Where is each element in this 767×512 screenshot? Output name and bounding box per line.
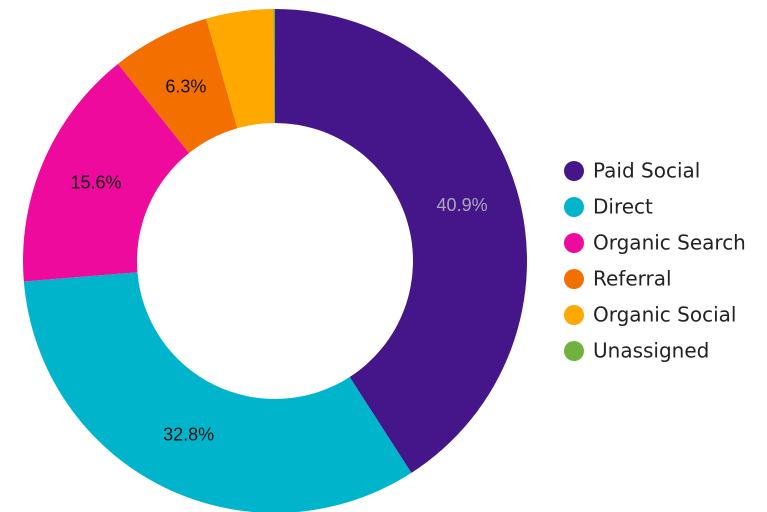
legend-swatch: [564, 305, 584, 325]
legend-swatch: [564, 161, 584, 181]
legend-label: Direct: [593, 195, 653, 219]
slice-label: 15.6%: [71, 172, 122, 192]
legend-label: Paid Social: [593, 159, 700, 183]
legend-label: Referral: [593, 267, 672, 291]
slice-label: 40.9%: [437, 195, 488, 215]
legend-swatch: [564, 233, 584, 253]
legend-label: Organic Search: [593, 231, 746, 255]
legend-swatch: [564, 197, 584, 217]
donut-slice: [273, 9, 275, 124]
legend-label: Unassigned: [593, 339, 709, 363]
slice-label: 6.3%: [165, 76, 206, 96]
legend-label: Organic Social: [593, 303, 736, 327]
donut-slice: [206, 9, 275, 129]
donut-slice: [275, 9, 527, 473]
legend-swatch: [564, 269, 584, 289]
slice-label: 32.8%: [163, 425, 214, 445]
legend-swatch: [564, 341, 584, 361]
donut-slice: [118, 18, 238, 154]
donut-slice: [23, 272, 412, 512]
donut-slice: [23, 63, 190, 282]
